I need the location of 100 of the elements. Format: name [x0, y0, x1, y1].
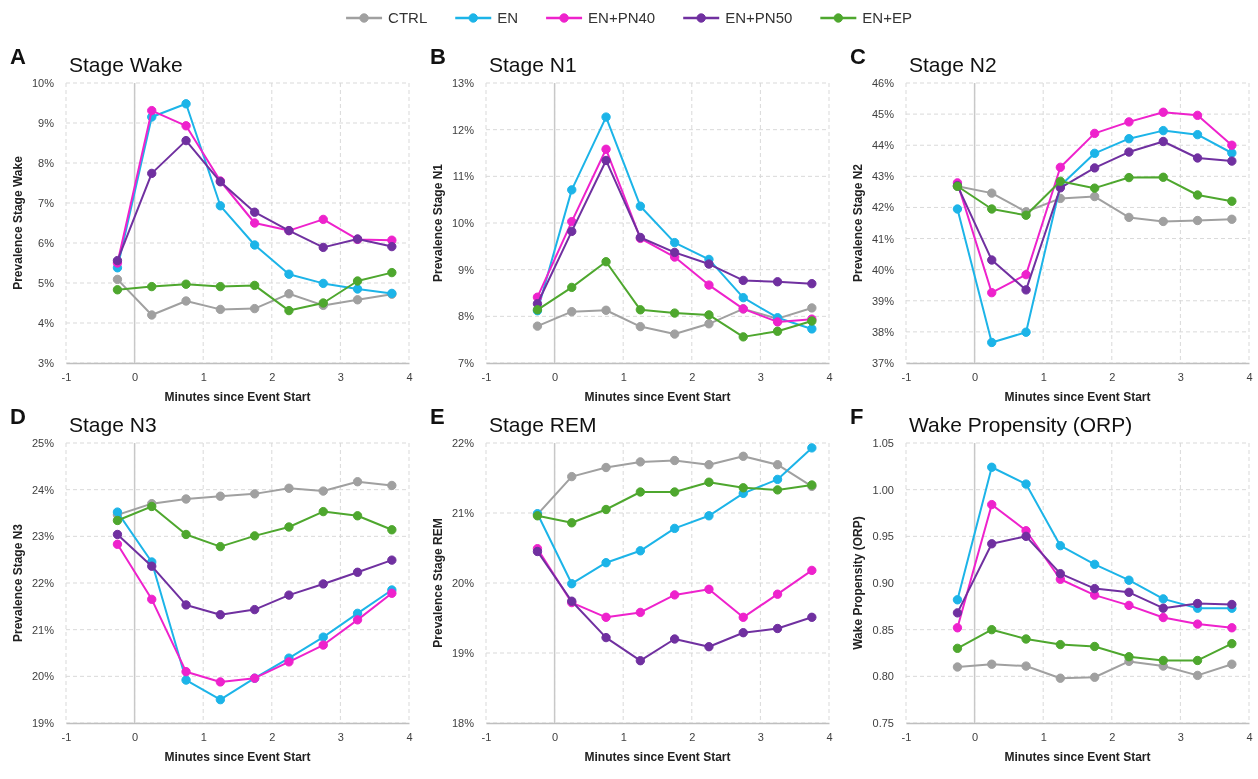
y-tick-label: 6%	[38, 237, 55, 250]
x-tick-label: 2	[269, 730, 276, 743]
x-tick-label: -1	[61, 730, 72, 743]
chart-title: Wake Propensity (ORP)	[909, 413, 1133, 436]
y-axis-title: Prevalence Stage N2	[851, 163, 865, 283]
x-tick-label: 2	[269, 370, 276, 383]
x-tick-label: 3	[337, 370, 344, 383]
x-tick-label: 1	[620, 730, 627, 743]
x-axis-title: Minutes since Event Start	[1004, 750, 1151, 764]
chart-title: Stage N3	[69, 413, 157, 436]
text: D	[10, 404, 26, 429]
x-axis-title: Minutes since Event Start	[164, 750, 311, 764]
y-axis-title: Wake Propensity (ORP)	[851, 516, 865, 650]
text: C	[850, 44, 866, 69]
y-tick-label: 0.85	[872, 623, 894, 636]
x-tick-label: -1	[481, 370, 492, 383]
x-tick-label: 0	[132, 730, 139, 743]
y-tick-label: 45%	[871, 108, 895, 121]
legend-label: EN+EP	[862, 9, 912, 26]
y-tick-label: 8%	[38, 157, 55, 170]
y-tick-label: 12%	[451, 123, 475, 136]
y-axis-title: Prevalence Stage N3	[11, 523, 25, 643]
legend-label: EN	[497, 9, 519, 26]
x-tick-label: 1	[1040, 730, 1047, 743]
x-tick-label: 4	[1246, 730, 1253, 743]
text: A	[10, 44, 26, 69]
y-tick-label: 0.75	[872, 717, 894, 730]
x-tick-label: 2	[689, 730, 696, 743]
y-tick-label: 37%	[871, 357, 895, 370]
text: E	[430, 404, 445, 429]
x-tick-label: 1	[200, 370, 207, 383]
y-tick-label: 43%	[871, 170, 895, 183]
chart-title: Stage N2	[909, 53, 997, 76]
y-tick-label: 46%	[871, 77, 895, 90]
y-tick-label: 19%	[451, 647, 475, 660]
y-tick-label: 38%	[871, 325, 895, 338]
chart-title: Stage Wake	[69, 53, 183, 76]
x-axis-title: Minutes since Event Start	[1004, 390, 1151, 404]
x-tick-label: 2	[1109, 730, 1116, 743]
y-tick-label: 21%	[451, 507, 475, 520]
y-tick-label: 9%	[38, 117, 55, 130]
x-axis-title: Minutes since Event Start	[584, 750, 731, 764]
y-tick-label: 23%	[31, 530, 55, 543]
x-tick-label: 4	[406, 370, 413, 383]
y-tick-label: 41%	[871, 232, 895, 245]
y-tick-label: 4%	[38, 317, 55, 330]
y-tick-label: 22%	[31, 577, 55, 590]
chart-title: Stage REM	[489, 413, 597, 436]
y-tick-label: 9%	[458, 263, 475, 276]
y-tick-label: 44%	[871, 139, 895, 152]
legend-label: EN+PN40	[588, 9, 656, 26]
y-tick-label: 20%	[451, 577, 475, 590]
y-tick-label: 3%	[38, 357, 55, 370]
x-tick-label: -1	[901, 370, 912, 383]
y-tick-label: 10%	[451, 217, 475, 230]
y-tick-label: 21%	[31, 623, 55, 636]
y-tick-label: 0.80	[872, 670, 894, 683]
x-tick-label: 0	[972, 370, 979, 383]
y-tick-label: 11%	[452, 170, 475, 183]
y-tick-label: 20%	[31, 670, 55, 683]
y-tick-label: 5%	[38, 277, 55, 290]
x-tick-label: 0	[972, 730, 979, 743]
x-tick-label: -1	[481, 730, 492, 743]
x-tick-label: 3	[757, 370, 764, 383]
x-tick-label: 3	[337, 730, 344, 743]
y-tick-label: 7%	[458, 357, 475, 370]
x-tick-label: 0	[132, 370, 139, 383]
y-tick-label: 24%	[31, 483, 55, 496]
y-axis-title: Prevalence Stage Wake	[11, 155, 25, 290]
y-tick-label: 22%	[451, 437, 475, 450]
y-tick-label: 8%	[458, 310, 475, 323]
y-tick-label: 18%	[451, 717, 475, 730]
y-tick-label: 19%	[31, 717, 55, 730]
x-tick-label: 1	[200, 730, 207, 743]
y-tick-label: 39%	[871, 294, 895, 307]
legend-label: CTRL	[388, 9, 428, 26]
y-tick-label: 7%	[38, 197, 55, 210]
x-axis-title: Minutes since Event Start	[584, 390, 731, 404]
x-tick-label: 2	[1109, 370, 1116, 383]
chart-title: Stage N1	[489, 53, 577, 76]
y-tick-label: 40%	[871, 263, 895, 276]
y-tick-label: 10%	[31, 77, 55, 90]
x-tick-label: 4	[826, 730, 833, 743]
x-tick-label: 3	[757, 730, 764, 743]
x-tick-label: 2	[689, 370, 696, 383]
x-tick-label: 4	[1246, 370, 1253, 383]
x-tick-label: 0	[552, 370, 559, 383]
text: F	[850, 404, 864, 429]
y-axis-title: Prevalence Stage REM	[431, 518, 445, 648]
x-tick-label: 1	[1040, 370, 1047, 383]
x-tick-label: -1	[901, 730, 912, 743]
x-tick-label: -1	[61, 370, 72, 383]
x-axis-title: Minutes since Event Start	[164, 390, 311, 404]
y-tick-label: 13%	[451, 77, 475, 90]
y-axis-title: Prevalence Stage N1	[431, 163, 445, 283]
legend-label: EN+PN50	[725, 9, 793, 26]
x-tick-label: 1	[620, 370, 627, 383]
x-tick-label: 4	[826, 370, 833, 383]
y-tick-label: 25%	[31, 437, 55, 450]
y-tick-label: 42%	[871, 201, 895, 214]
